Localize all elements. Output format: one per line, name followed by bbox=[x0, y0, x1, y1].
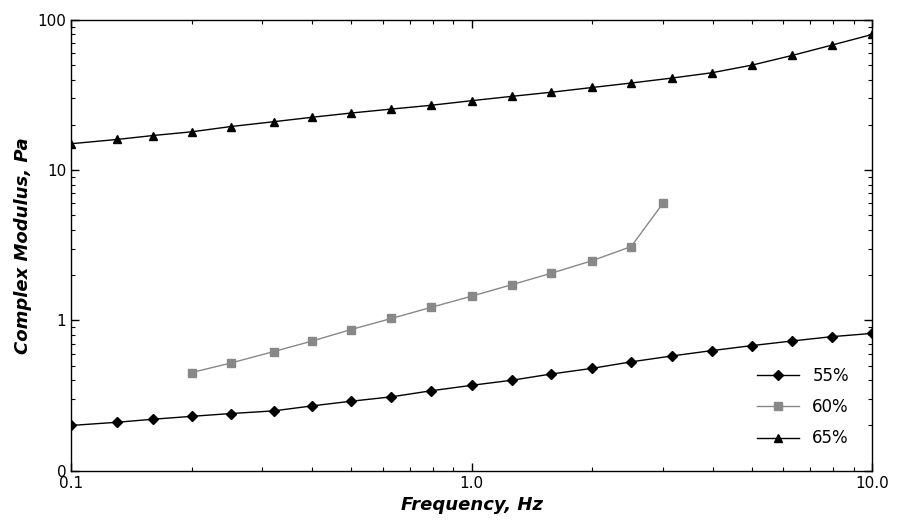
55% bbox=[666, 353, 676, 359]
65% bbox=[786, 52, 796, 59]
65% bbox=[705, 70, 716, 76]
65% bbox=[66, 140, 77, 147]
60% bbox=[586, 258, 597, 264]
65% bbox=[506, 93, 517, 99]
60% bbox=[625, 243, 636, 250]
55% bbox=[225, 410, 235, 417]
65% bbox=[465, 98, 476, 104]
55% bbox=[545, 371, 556, 377]
65% bbox=[385, 106, 396, 112]
55% bbox=[705, 347, 716, 354]
55% bbox=[786, 338, 796, 344]
60% bbox=[307, 338, 318, 344]
65% bbox=[186, 129, 197, 135]
55% bbox=[385, 394, 396, 400]
65% bbox=[147, 133, 158, 139]
60% bbox=[186, 370, 197, 376]
60% bbox=[657, 200, 667, 206]
60% bbox=[385, 315, 396, 322]
55% bbox=[307, 403, 318, 409]
60% bbox=[345, 326, 356, 333]
60% bbox=[425, 304, 436, 310]
Line: 60%: 60% bbox=[188, 200, 667, 376]
55% bbox=[625, 359, 636, 365]
65% bbox=[225, 124, 235, 130]
Legend: 55%, 60%, 65%: 55%, 60%, 65% bbox=[750, 360, 854, 454]
55% bbox=[866, 330, 877, 336]
65% bbox=[307, 114, 318, 120]
65% bbox=[345, 110, 356, 116]
55% bbox=[586, 365, 597, 372]
55% bbox=[825, 334, 836, 340]
55% bbox=[186, 413, 197, 420]
55% bbox=[147, 416, 158, 422]
65% bbox=[825, 42, 836, 48]
65% bbox=[746, 62, 757, 68]
65% bbox=[111, 136, 122, 143]
55% bbox=[66, 422, 77, 429]
60% bbox=[268, 348, 279, 355]
X-axis label: Frequency, Hz: Frequency, Hz bbox=[400, 496, 542, 514]
65% bbox=[625, 80, 636, 86]
55% bbox=[345, 398, 356, 404]
55% bbox=[746, 343, 757, 349]
60% bbox=[225, 360, 235, 366]
Line: 55%: 55% bbox=[68, 330, 875, 429]
60% bbox=[465, 293, 476, 299]
60% bbox=[506, 281, 517, 288]
65% bbox=[586, 84, 597, 91]
55% bbox=[425, 388, 436, 394]
60% bbox=[545, 270, 556, 277]
55% bbox=[268, 408, 279, 414]
65% bbox=[268, 119, 279, 125]
65% bbox=[666, 75, 676, 81]
65% bbox=[425, 102, 436, 109]
65% bbox=[545, 89, 556, 96]
Y-axis label: Complex Modulus, Pa: Complex Modulus, Pa bbox=[14, 137, 32, 354]
55% bbox=[111, 419, 122, 426]
65% bbox=[866, 31, 877, 37]
55% bbox=[465, 382, 476, 389]
Line: 65%: 65% bbox=[67, 30, 876, 148]
55% bbox=[506, 377, 517, 383]
